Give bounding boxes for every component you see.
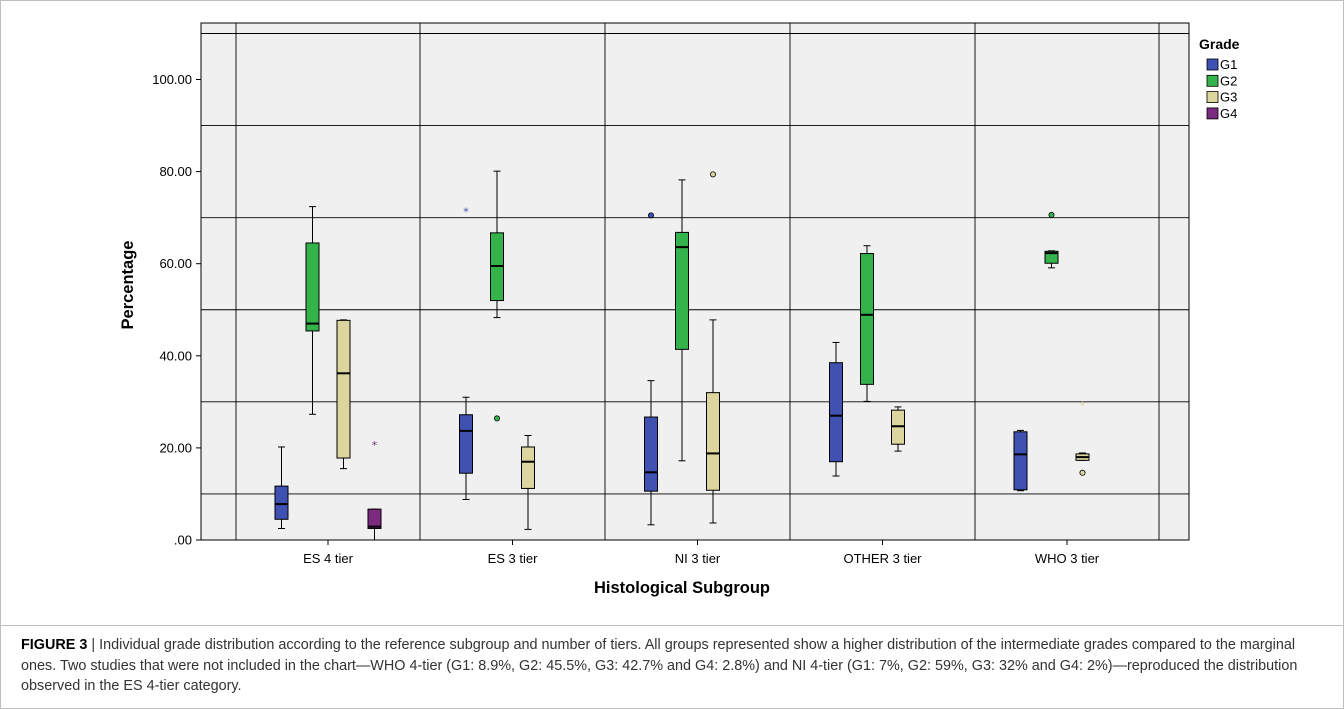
grid-lines bbox=[201, 23, 1189, 540]
box-plot-chart: * * * .00 20.00 40.00 60.00 80.00 100.00 ES 4 t… bbox=[119, 22, 1240, 597]
x-tick-label: OTHER 3 tier bbox=[843, 551, 922, 566]
legend-label: G3 bbox=[1220, 90, 1237, 105]
box-g3 bbox=[706, 171, 720, 524]
x-tick-label: ES 3 tier bbox=[488, 551, 539, 566]
caption-divider bbox=[1, 625, 1344, 626]
box-g1 bbox=[829, 341, 843, 477]
box-g2 bbox=[1044, 211, 1059, 269]
box-g1 bbox=[274, 446, 289, 529]
plot-area bbox=[200, 22, 1190, 541]
x-axis-ticks: ES 4 tier ES 3 tier NI 3 tier OTHER 3 tier W… bbox=[303, 540, 1100, 566]
box-iqr bbox=[305, 242, 320, 332]
box-iqr bbox=[336, 319, 351, 459]
box-iqr bbox=[1044, 250, 1059, 264]
y-tick-label: 20.00 bbox=[159, 440, 192, 455]
legend-swatch bbox=[1206, 91, 1219, 103]
y-tick-label: 80.00 bbox=[159, 164, 192, 179]
box-g2 bbox=[490, 170, 504, 422]
outlier-point bbox=[1048, 211, 1055, 218]
box-iqr bbox=[675, 231, 689, 350]
box-g2 bbox=[675, 179, 689, 462]
box-series: * * * bbox=[274, 170, 1090, 541]
y-tick-label: 60.00 bbox=[159, 256, 192, 271]
box-g4: * bbox=[367, 439, 382, 541]
outlier-point bbox=[648, 212, 655, 219]
box-iqr bbox=[706, 392, 720, 491]
series-g2 bbox=[305, 170, 1059, 462]
legend-title: Grade bbox=[1199, 36, 1240, 52]
legend-swatch bbox=[1206, 58, 1219, 71]
x-tick-label: NI 3 tier bbox=[675, 551, 721, 566]
box-g1 bbox=[644, 212, 658, 526]
outlier-star: * bbox=[463, 206, 469, 219]
x-tick-label: ES 4 tier bbox=[303, 551, 354, 566]
box-g2 bbox=[860, 245, 874, 402]
outlier-star: * bbox=[1080, 400, 1086, 413]
outlier-point bbox=[493, 415, 500, 422]
box-iqr bbox=[860, 253, 874, 385]
y-tick-label: .00 bbox=[174, 533, 192, 548]
y-axis-ticks: .00 20.00 40.00 60.00 80.00 100.00 bbox=[152, 72, 201, 548]
series-g4: * bbox=[367, 439, 382, 541]
box-g3 bbox=[521, 434, 535, 530]
x-axis-title: Histological Subgroup bbox=[594, 579, 770, 597]
plot-background bbox=[200, 22, 1190, 541]
box-g1 bbox=[1013, 429, 1028, 492]
box-iqr bbox=[521, 446, 535, 489]
box-iqr bbox=[274, 485, 289, 520]
y-axis-title: Percentage bbox=[119, 241, 137, 330]
outlier-point bbox=[1079, 469, 1086, 476]
legend-label: G2 bbox=[1220, 73, 1237, 88]
x-tick-label: WHO 3 tier bbox=[1035, 551, 1100, 566]
box-iqr bbox=[644, 416, 658, 492]
caption-separator: | bbox=[87, 637, 100, 653]
outlier-star: * bbox=[372, 439, 378, 452]
legend-label: G1 bbox=[1220, 57, 1237, 72]
box-iqr bbox=[367, 508, 382, 529]
figure-caption: FIGURE 3 | Individual grade distribution… bbox=[21, 635, 1326, 697]
box-g1: * bbox=[459, 206, 473, 500]
series-g3: * bbox=[336, 171, 1090, 530]
y-tick-label: 40.00 bbox=[159, 348, 192, 363]
box-g3: * bbox=[1075, 400, 1090, 476]
caption-text: Individual grade distribution according … bbox=[21, 637, 1298, 694]
outlier-point bbox=[710, 171, 717, 178]
box-iqr bbox=[1013, 431, 1028, 491]
series-g1: * bbox=[274, 206, 1028, 529]
box-iqr bbox=[459, 414, 473, 474]
y-tick-label: 100.00 bbox=[152, 72, 192, 87]
box-g3 bbox=[891, 406, 905, 452]
legend-label: G4 bbox=[1220, 106, 1237, 121]
caption-label: FIGURE 3 bbox=[21, 637, 88, 653]
box-g2 bbox=[305, 206, 320, 415]
box-iqr bbox=[829, 362, 843, 463]
legend-swatch bbox=[1206, 74, 1219, 87]
legend-swatch bbox=[1206, 107, 1219, 120]
box-g3 bbox=[336, 319, 351, 470]
